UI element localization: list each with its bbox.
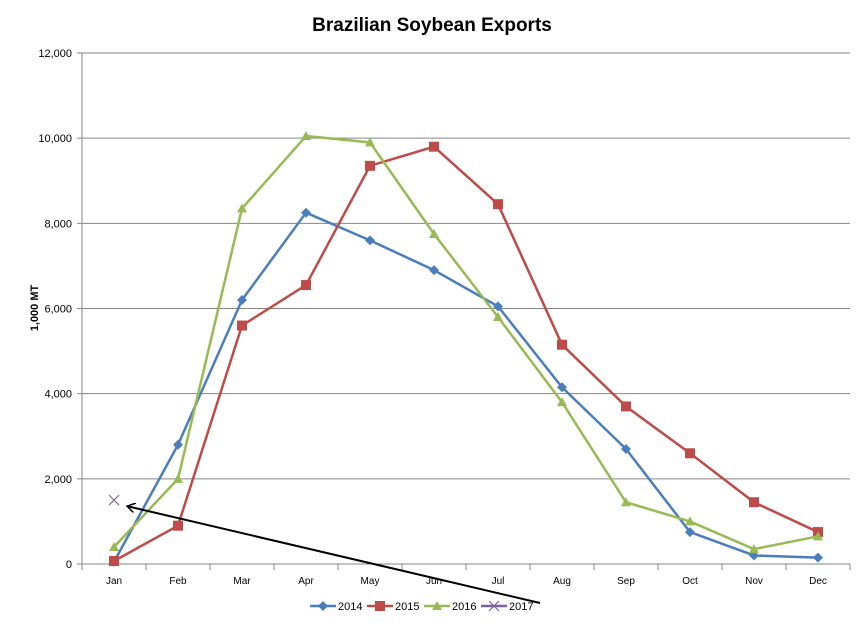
data-point [493,199,503,210]
x-tick-label: Nov [745,576,763,587]
data-point [429,228,439,238]
data-point [237,294,247,305]
y-axis-label: 1,000 MT [29,284,41,331]
data-point [557,339,567,350]
legend-item-2016: 2016 [424,601,476,613]
data-point [813,552,823,563]
y-tick-label: 4,000 [44,389,72,401]
y-tick-label: 0 [66,559,72,571]
data-point [685,448,695,459]
data-point [109,541,119,551]
legend-item-2014: 2014 [310,601,362,613]
data-point [108,494,120,506]
x-tick-label: Dec [809,576,827,587]
data-point [429,141,439,152]
data-point [301,207,311,218]
series-2014 [109,207,823,567]
data-point [429,265,439,276]
data-point [301,131,311,141]
series-line-2016 [113,134,819,551]
x-tick-label: Aug [553,576,571,587]
series-2016 [109,131,823,554]
data-point [493,301,503,312]
data-point [557,397,567,407]
x-tick-label: Oct [682,576,698,587]
y-tick-label: 2,000 [44,474,72,486]
data-point [621,401,631,412]
data-point [173,439,183,450]
legend-item-2017: 2017 [481,600,533,613]
x-tick-label: Jul [492,576,505,587]
series-2017 [108,494,120,506]
data-point [365,235,375,246]
legend-label: 2017 [509,601,533,613]
data-point [749,497,759,508]
data-point [488,600,500,612]
y-tick-label: 12,000 [38,48,72,60]
data-point [685,527,695,538]
data-point [318,601,328,611]
data-point [173,520,183,531]
data-point [365,137,375,147]
data-point [749,544,759,554]
data-point [685,516,695,526]
data-point [109,556,119,567]
x-tick-label: Apr [298,576,314,587]
y-tick-label: 10,000 [38,133,72,145]
data-point [237,320,247,331]
data-point [173,473,183,483]
data-point [557,382,567,393]
data-point [365,160,375,171]
legend-item-2015: 2015 [367,601,419,613]
series-line-2015 [113,145,819,563]
legend-label: 2014 [338,601,362,613]
data-point [375,601,385,611]
data-point [621,497,631,507]
legend-label: 2015 [395,601,419,613]
series-line-2014 [112,211,819,563]
y-tick-label: 6,000 [44,304,72,316]
x-tick-label: Feb [169,576,187,587]
data-point [237,203,247,213]
data-point [432,601,442,610]
data-point [813,531,823,541]
x-tick-label: Jan [106,576,122,587]
x-tick-label: Sep [617,576,635,587]
y-tick-label: 8,000 [44,218,72,230]
x-tick-label: Mar [233,576,251,587]
x-tick-label: Jun [426,576,442,587]
x-tick-label: May [361,576,380,587]
data-point [301,280,311,291]
chart-title: Brazilian Soybean Exports [312,15,552,36]
legend-label: 2016 [452,601,476,613]
data-point [493,312,503,322]
annotation-arrow [127,506,541,604]
series-2015 [109,141,823,567]
data-point [621,444,631,455]
